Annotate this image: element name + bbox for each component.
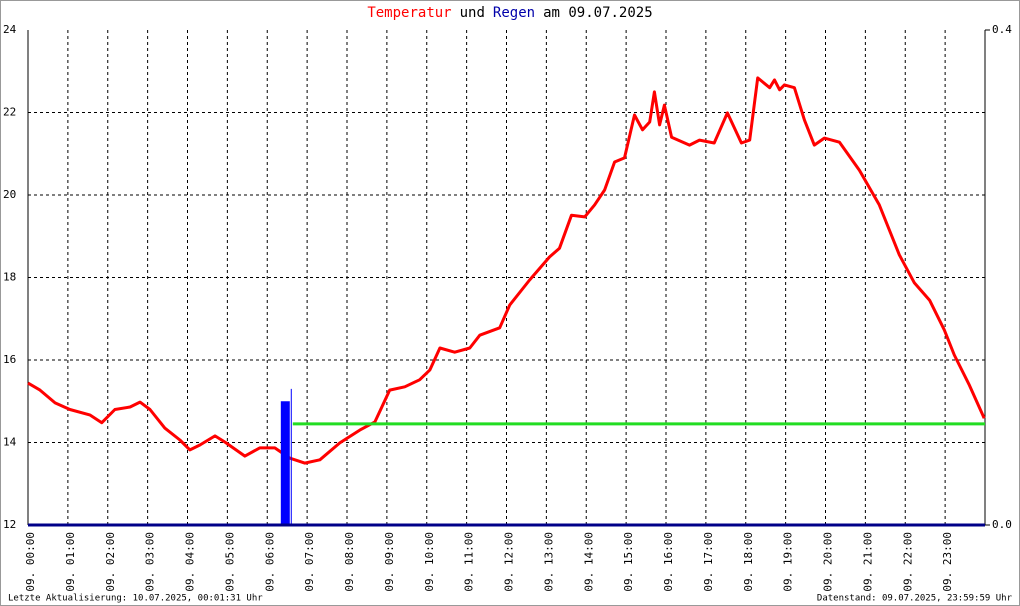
title-part: Temperatur bbox=[367, 5, 451, 21]
chart-title: Temperatur und Regen am 09.07.2025 bbox=[367, 5, 652, 21]
rain-bar bbox=[280, 401, 290, 525]
x-tick-label: 09. 19:00 bbox=[782, 532, 795, 592]
x-tick-label: 09. 22:00 bbox=[901, 532, 914, 592]
x-tick-label: 09. 06:00 bbox=[263, 532, 276, 592]
rain-bar bbox=[290, 388, 292, 525]
update-note: Letzte Aktualisierung: 10.07.2025, 00:01… bbox=[8, 594, 263, 604]
x-tick-label: 09. 04:00 bbox=[184, 532, 197, 592]
x-tick-label: 09. 18:00 bbox=[742, 532, 755, 592]
x-tick-label: 09. 00:00 bbox=[24, 532, 37, 592]
y-tick-label: 22 bbox=[3, 106, 16, 119]
x-tick-label: 09. 03:00 bbox=[144, 532, 157, 592]
title-part: am 09.07.2025 bbox=[543, 5, 653, 21]
x-tick-label: 09. 15:00 bbox=[622, 532, 635, 592]
y2-tick-label: 0.4 bbox=[992, 23, 1012, 36]
title-part: Regen bbox=[493, 5, 535, 21]
y2-tick-label: 0.0 bbox=[992, 518, 1012, 531]
data-note: Datenstand: 09.07.2025, 23:59:59 Uhr bbox=[817, 594, 1013, 604]
x-tick-label: 09. 09:00 bbox=[383, 532, 396, 592]
x-tick-label: 09. 16:00 bbox=[662, 532, 675, 592]
x-tick-label: 09. 11:00 bbox=[463, 532, 476, 592]
x-tick-label: 09. 01:00 bbox=[64, 532, 77, 592]
x-tick-label: 09. 10:00 bbox=[423, 532, 436, 592]
y-tick-label: 24 bbox=[3, 23, 17, 36]
x-tick-label: 09. 02:00 bbox=[104, 532, 117, 592]
title-part: und bbox=[460, 5, 485, 21]
x-tick-label: 09. 20:00 bbox=[822, 532, 835, 592]
x-tick-label: 09. 08:00 bbox=[343, 532, 356, 592]
x-tick-label: 09. 21:00 bbox=[861, 532, 874, 592]
x-tick-label: 09. 14:00 bbox=[582, 532, 595, 592]
y-tick-label: 20 bbox=[3, 188, 16, 201]
line-series bbox=[27, 76, 986, 465]
x-tick-label: 09. 23:00 bbox=[941, 532, 954, 592]
y-tick-label: 18 bbox=[3, 271, 16, 284]
x-tick-label: 09. 05:00 bbox=[223, 532, 236, 592]
y-tick-label: 14 bbox=[3, 436, 17, 449]
x-tick-label: 09. 07:00 bbox=[303, 532, 316, 592]
y-tick-label: 16 bbox=[3, 353, 16, 366]
y-tick-label: 12 bbox=[3, 518, 16, 531]
x-tick-label: 09. 13:00 bbox=[542, 532, 555, 592]
x-tick-label: 09. 17:00 bbox=[702, 532, 715, 592]
x-tick-label: 09. 12:00 bbox=[503, 532, 516, 592]
